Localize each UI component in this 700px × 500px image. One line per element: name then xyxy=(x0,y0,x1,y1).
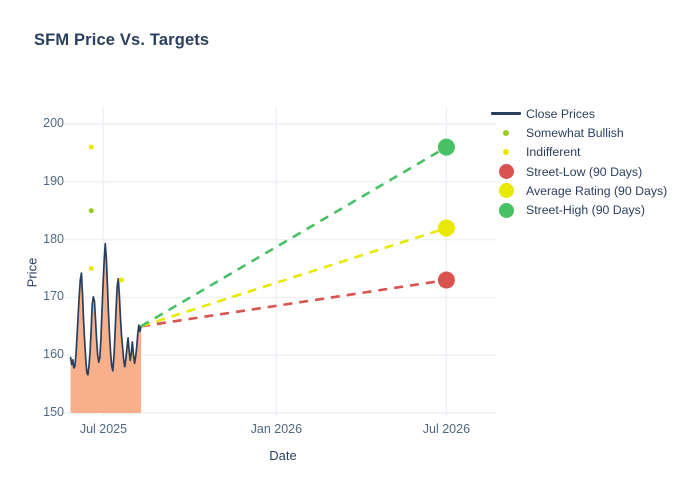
scatter-marker xyxy=(88,266,94,271)
x-tick-label: Jul 2025 xyxy=(79,422,128,436)
x-tick-label: Jan 2026 xyxy=(250,422,303,436)
legend-item[interactable]: Close Prices xyxy=(488,104,694,123)
legend-dot-swatch xyxy=(488,129,524,136)
circle-marker-icon xyxy=(503,129,509,136)
line-icon xyxy=(491,112,521,115)
legend-item-label: Average Rating (90 Days) xyxy=(526,183,668,198)
legend-item[interactable]: Somewhat Bullish xyxy=(488,123,694,142)
scatter-marker xyxy=(437,219,455,237)
circle-marker-icon xyxy=(498,202,514,218)
close-price-area xyxy=(70,243,142,413)
y-tick-label: 160 xyxy=(43,347,64,362)
x-axis-title: Date xyxy=(269,448,297,463)
projection-line xyxy=(140,278,447,328)
scatter-marker xyxy=(118,277,124,283)
scatter-marker xyxy=(437,138,455,156)
scatter-marker xyxy=(437,271,455,289)
projection-line xyxy=(140,226,447,328)
chart-legend: Close Prices Somewhat Bullish Indifferent S… xyxy=(488,104,694,220)
y-tick-label: 150 xyxy=(43,405,64,419)
y-tick-label: 170 xyxy=(43,289,64,304)
close-price-line xyxy=(69,242,142,376)
legend-item-label: Indifferent xyxy=(526,145,581,160)
legend-item-label: Somewhat Bullish xyxy=(526,125,624,140)
circle-marker-icon xyxy=(498,164,514,180)
legend-line-swatch xyxy=(488,112,524,115)
legend-dot-swatch xyxy=(488,202,524,218)
legend-dot-swatch xyxy=(488,164,524,180)
scatter-marker xyxy=(88,208,94,214)
circle-marker-icon xyxy=(503,149,509,156)
page-title: SFM Price Vs. Targets xyxy=(34,31,210,49)
legend-item-label: Street-High (90 Days) xyxy=(526,203,645,218)
legend-item-label: Close Prices xyxy=(526,106,596,121)
scatter-marker xyxy=(88,144,94,150)
y-tick-label: 190 xyxy=(43,173,64,188)
legend-item[interactable]: Street-Low (90 Days) xyxy=(488,162,694,181)
legend-dot-swatch xyxy=(488,149,524,156)
y-tick-label: 200 xyxy=(43,116,64,130)
legend-item[interactable]: Street-High (90 Days) xyxy=(488,200,694,219)
legend-item-label: Street-Low (90 Days) xyxy=(526,164,643,179)
circle-marker-icon xyxy=(498,183,514,199)
legend-dot-swatch xyxy=(488,183,524,199)
x-tick-label: Jul 2026 xyxy=(422,422,471,436)
legend-item[interactable]: Average Rating (90 Days) xyxy=(488,181,694,200)
projection-line xyxy=(140,145,448,328)
y-tick-label: 180 xyxy=(43,231,64,246)
legend-item[interactable]: Indifferent xyxy=(488,143,694,162)
